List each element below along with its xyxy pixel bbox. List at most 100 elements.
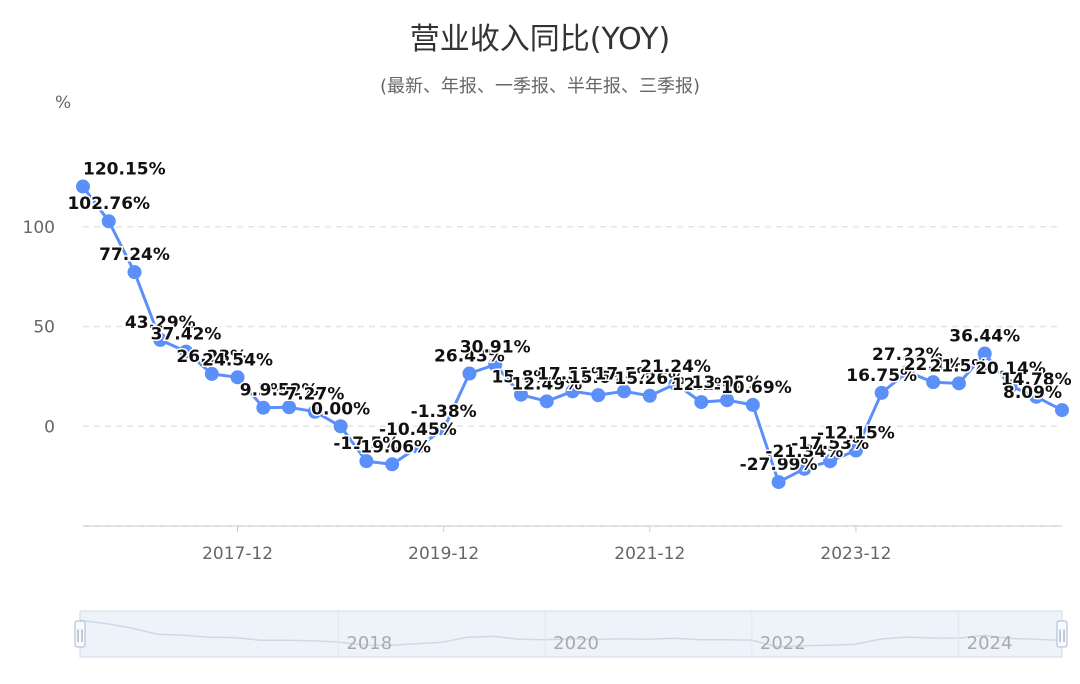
data-point[interactable]	[127, 265, 142, 280]
slider-handle-grip: ||	[1058, 628, 1066, 642]
slider-preview-line	[79, 619, 1063, 648]
data-point[interactable]	[1003, 379, 1018, 394]
slider-year-label: 2020	[553, 633, 599, 654]
data-point[interactable]	[591, 388, 606, 403]
data-point[interactable]	[977, 346, 992, 361]
data-point[interactable]	[436, 422, 451, 437]
series-line	[81, 185, 1063, 484]
data-point[interactable]	[926, 375, 941, 390]
data-point[interactable]	[797, 461, 812, 476]
data-label: 77.24%	[99, 245, 170, 265]
data-label: -10.69%	[714, 378, 792, 398]
data-label: 8.09%	[1003, 383, 1062, 403]
data-point[interactable]	[101, 214, 116, 229]
data-label: 15.8%	[491, 368, 550, 388]
data-label: 13.05%	[692, 373, 763, 393]
data-label: -21.34%	[765, 442, 843, 462]
data-label: 120.15%	[83, 160, 166, 180]
data-point[interactable]	[771, 475, 786, 490]
data-label: 7.27%	[285, 385, 344, 405]
data-label: -10.45%	[379, 420, 457, 440]
data-label: 12.1%	[672, 375, 731, 395]
chart-subtitle: (最新、年报、一季报、半年报、三季报)	[379, 76, 701, 97]
data-point[interactable]	[410, 440, 425, 455]
data-label: 17.5%	[595, 364, 654, 384]
data-point[interactable]	[307, 404, 322, 419]
data-point[interactable]	[539, 394, 554, 409]
data-label: -1.38%	[411, 402, 477, 422]
data-point[interactable]	[230, 370, 245, 385]
data-point[interactable]	[513, 387, 528, 402]
data-point[interactable]	[385, 457, 400, 472]
x-tick-label: 2021-12	[614, 544, 685, 564]
data-point[interactable]	[823, 454, 838, 469]
data-point[interactable]	[951, 376, 966, 391]
data-point[interactable]	[668, 376, 683, 391]
y-axis-unit-label: %	[55, 93, 71, 113]
data-label: 12.49%	[511, 374, 582, 394]
data-label: 17.51%	[537, 364, 608, 384]
data-label: 24.54%	[202, 350, 273, 370]
y-tick-label: 50	[33, 318, 55, 338]
data-point[interactable]	[642, 388, 657, 403]
data-point[interactable]	[256, 400, 271, 415]
data-point[interactable]	[76, 179, 90, 194]
data-label: 16.75%	[846, 366, 917, 386]
data-label: 36.44%	[949, 327, 1020, 347]
data-point[interactable]	[617, 384, 632, 399]
data-point[interactable]	[488, 357, 503, 372]
data-label: 27.22%	[872, 345, 943, 365]
slider-handle-left[interactable]: ||	[74, 620, 86, 648]
data-label: 0.00%	[311, 399, 370, 419]
series-points[interactable]	[76, 179, 1069, 490]
axes: 0 50 100 2017-12 2019-12 2021-12 2023-12	[23, 218, 1062, 564]
data-point[interactable]	[848, 443, 863, 458]
slider-year-label: 2022	[760, 633, 806, 654]
slider-handle-right[interactable]: ||	[1056, 620, 1068, 648]
data-label: 9.52%	[260, 380, 319, 400]
data-point[interactable]	[153, 332, 168, 347]
data-label: 21.24%	[640, 357, 711, 377]
data-point[interactable]	[720, 393, 735, 408]
data-point[interactable]	[179, 344, 194, 359]
data-label: 26.23%	[176, 347, 247, 367]
data-label: -19.06%	[353, 437, 431, 457]
data-label: -17.5%	[333, 434, 399, 454]
data-point[interactable]	[874, 385, 889, 400]
data-point[interactable]	[462, 366, 477, 381]
slider-handle-box[interactable]	[74, 620, 86, 648]
x-tick-label: 2023-12	[820, 544, 891, 564]
data-point[interactable]	[565, 384, 580, 399]
y-tick-label: 0	[44, 417, 55, 437]
data-point[interactable]	[1055, 403, 1069, 418]
data-point[interactable]	[333, 419, 348, 434]
data-label: 37.42%	[151, 325, 222, 345]
data-point[interactable]	[694, 395, 709, 410]
data-label: 26.43%	[434, 347, 505, 367]
data-point[interactable]	[1029, 389, 1044, 404]
series-line-path	[81, 185, 1063, 484]
slider-handle-grip: ||	[76, 628, 84, 642]
slider-handle-box[interactable]	[1056, 620, 1068, 648]
data-label: 102.76%	[67, 194, 150, 214]
slider-year-label: 2024	[967, 633, 1013, 654]
data-label: -27.99%	[740, 455, 818, 475]
data-label: 22.1%	[904, 355, 963, 375]
x-tick-label: 2017-12	[202, 544, 273, 564]
data-label: 21.5%	[929, 356, 988, 376]
data-point[interactable]	[359, 454, 374, 469]
zoom-slider[interactable]: 2018 2020 2022 2024 || ||	[74, 610, 1068, 658]
data-label: -17.53%	[791, 434, 869, 454]
data-point[interactable]	[282, 400, 297, 415]
data-point[interactable]	[745, 397, 760, 412]
data-label: 43.29%	[125, 313, 196, 333]
data-label: 14.78%	[1001, 370, 1072, 390]
data-label: 15.26%	[614, 369, 685, 389]
data-label: -12.15%	[817, 423, 895, 443]
data-label: 20.14%	[975, 359, 1046, 379]
data-label: 9.3%	[240, 381, 287, 401]
data-point[interactable]	[204, 366, 219, 381]
data-point[interactable]	[900, 364, 915, 379]
data-labels: 120.15% 102.76% 77.24% 43.29%37.42%26.23%24…	[66, 158, 1073, 477]
